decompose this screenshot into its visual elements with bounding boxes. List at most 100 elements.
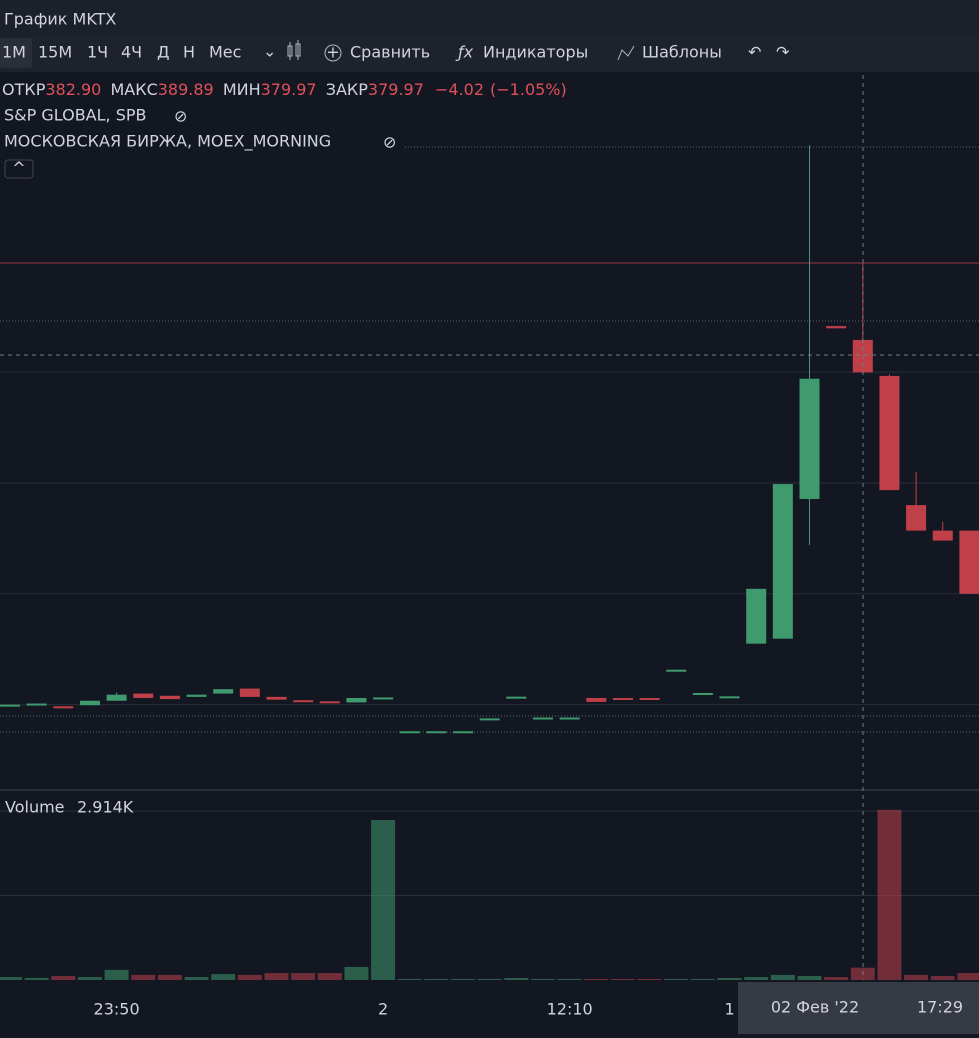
interval-button[interactable]: Д — [157, 43, 170, 62]
volume-bar — [690, 978, 715, 980]
toolbar — [0, 36, 979, 72]
compare-icon[interactable] — [324, 44, 342, 62]
candle-body — [639, 697, 660, 700]
candle-body — [373, 697, 394, 700]
candle-body — [453, 731, 474, 734]
legend-value: 379.97 — [368, 80, 424, 99]
collapse-arrow: ^ — [12, 159, 25, 178]
crosshair-label — [738, 982, 979, 1034]
candle-body — [506, 696, 527, 699]
candle-body — [213, 689, 234, 694]
candle-body — [0, 704, 20, 707]
candle-body — [53, 706, 74, 709]
plot: 2.914K — [0, 145, 979, 980]
legend-value: 389.89 — [158, 80, 214, 99]
volume-bar — [344, 966, 369, 980]
candle-body — [586, 697, 607, 702]
redo[interactable]: ↷ — [776, 43, 790, 62]
overlay-label: S&P GLOBAL, SPB — [4, 106, 147, 125]
volume-bar — [477, 978, 502, 980]
interval-button[interactable]: 1М — [2, 43, 26, 62]
interval-button[interactable]: Н — [183, 43, 195, 62]
legend-label: ОТКР — [2, 80, 46, 99]
interval-button[interactable]: 4Ч — [121, 43, 142, 62]
candle-body — [186, 694, 207, 697]
candle-body — [666, 669, 687, 672]
volume-bar — [557, 978, 582, 980]
candle-body — [719, 696, 740, 699]
x-tick-label: 23:50 — [94, 1000, 140, 1019]
active-interval — [0, 38, 32, 68]
candle-body — [426, 731, 447, 734]
legend-label: МИН — [223, 80, 261, 99]
templates-icon[interactable] — [617, 45, 635, 61]
volume-bar — [211, 974, 236, 980]
interval-button[interactable]: 1Ч — [87, 43, 108, 62]
volume-bar — [451, 978, 476, 980]
collapse-button[interactable] — [4, 159, 34, 179]
volume-bar — [397, 978, 422, 980]
legend-value: 382.90 — [45, 80, 101, 99]
x-tick-label: 2 — [378, 1000, 388, 1019]
volume-bar — [904, 974, 929, 980]
volume-bar — [664, 978, 689, 980]
volume-bar — [24, 977, 49, 980]
header-bar — [0, 0, 979, 36]
legend-label: ЗАКР — [326, 80, 369, 99]
candle-body — [106, 694, 127, 701]
interval-group: 1М 15М 1Ч 4Ч Д Н Мес — [2, 43, 241, 62]
interval-button[interactable]: 15М — [38, 43, 72, 62]
hide-icon[interactable]: ⊘ — [174, 107, 187, 126]
header-title: График MKTX — [4, 10, 116, 29]
volume-bar — [584, 978, 609, 980]
volume-bar — [770, 974, 795, 980]
crosshair-time: 17:29 — [917, 998, 963, 1017]
crosshair-date: 02 Фев '22 — [771, 998, 859, 1017]
volume-bar — [877, 809, 902, 980]
volume-bar — [637, 978, 662, 980]
indicators-button[interactable]: Индикаторы — [483, 43, 588, 62]
volume-bar — [237, 974, 262, 980]
x-tick-label: 12:10 — [547, 1000, 593, 1019]
x-tick-label: 1 — [724, 1000, 734, 1019]
candle-body — [319, 701, 340, 704]
hide-icon[interactable]: ⊘ — [383, 133, 396, 152]
volume-bar — [77, 977, 102, 980]
legend-label: МАКС — [110, 80, 157, 99]
volume-bar — [371, 819, 396, 980]
templates-button[interactable]: Шаблоны — [642, 43, 722, 62]
legend-change-percent: (−1.05%) — [490, 80, 567, 99]
grid — [0, 371, 979, 897]
ohlc-legend: ОТКР382.90 МАКС389.89 МИН379.97 ЗАКР379.… — [2, 80, 567, 99]
interval-button[interactable]: Мес — [209, 43, 241, 62]
candle-body — [133, 693, 154, 698]
candle-icon[interactable] — [287, 40, 301, 60]
overlay-label: МОСКОВСКАЯ БИРЖА, MOEX_MORNING — [4, 132, 331, 152]
candle-body — [906, 505, 927, 531]
candle-body — [239, 688, 260, 697]
x-axis: 23:50 2 12:10 1 — [94, 1000, 735, 1019]
volume-bar — [610, 978, 635, 980]
volume-bar — [744, 977, 769, 980]
volume-bar — [531, 978, 555, 980]
legend-value: 379.97 — [261, 80, 317, 99]
candle-body — [959, 530, 979, 594]
indicators-icon[interactable]: ƒx — [455, 43, 474, 62]
candle-body — [266, 696, 287, 700]
legend-change: −4.02 — [435, 80, 484, 99]
compare-button[interactable]: Сравнить — [350, 43, 430, 62]
volume-bar — [504, 978, 529, 980]
volume-bar — [291, 973, 316, 980]
volume-bar — [131, 974, 156, 980]
candle-body — [399, 731, 420, 734]
chevron[interactable]: ⌄ — [263, 42, 276, 61]
candle-body — [932, 530, 953, 541]
volume-bar — [317, 973, 342, 980]
candle-body — [799, 378, 820, 500]
volume-bar — [51, 975, 76, 980]
volume-bar — [957, 973, 979, 980]
volume-bar — [424, 978, 449, 980]
undo[interactable]: ↶ — [748, 43, 761, 62]
